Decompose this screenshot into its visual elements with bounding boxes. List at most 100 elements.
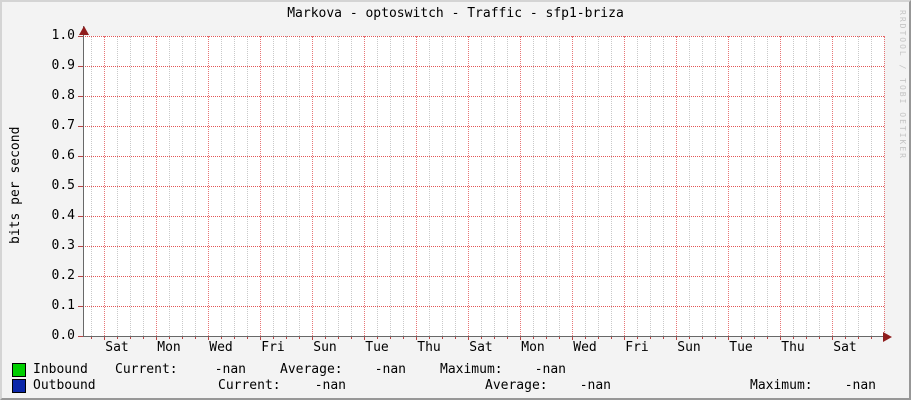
x-axis-minor-tick [507,337,508,339]
x-axis-minor-tick [390,337,391,339]
x-axis-major-tick [468,337,469,340]
y-axis-line [83,26,84,337]
grid-line-h-major [83,36,884,37]
x-axis-minor-tick [533,337,534,339]
y-tick-label: 0.7 [51,118,75,133]
grid-line-v-minor [689,36,690,336]
grid-line-h-major [83,246,884,247]
grid-line-v-major [832,36,833,336]
y-tick-label: 0.1 [51,298,75,313]
x-tick-label: Wed [573,340,597,355]
x-axis-major-tick [728,337,729,340]
grid-line-v-minor [169,36,170,336]
grid-line-v-major [884,36,885,336]
grid-line-v-major [156,36,157,336]
x-axis-minor-tick [338,337,339,339]
x-axis-minor-tick [377,337,378,339]
x-tick-label: Wed [209,340,233,355]
graph-title: Markova - optoswitch - Traffic - sfp1-br… [287,6,624,21]
x-tick-label: Tue [365,340,389,355]
legend-field-label: Current: [218,378,281,393]
x-axis-minor-tick [247,337,248,339]
x-axis-minor-tick [598,337,599,339]
grid-line-v-major [104,36,105,336]
x-tick-label: Sun [313,340,337,355]
grid-line-v-major [572,36,573,336]
x-axis-minor-tick [143,337,144,339]
grid-line-v-minor [611,36,612,336]
x-axis-line [83,336,889,337]
x-axis-major-tick [832,337,833,340]
grid-line-v-minor [637,36,638,336]
x-axis-minor-tick [273,337,274,339]
grid-line-v-minor [325,36,326,336]
x-axis-minor-tick [585,337,586,339]
grid-line-v-major [364,36,365,336]
grid-line-v-minor [351,36,352,336]
x-axis-minor-tick [663,337,664,339]
grid-line-v-minor [273,36,274,336]
legend-label-inbound: Inbound [33,362,88,377]
x-axis-minor-tick [117,337,118,339]
y-axis-tick [78,246,83,247]
y-axis-tick [78,156,83,157]
y-axis-tick [78,36,83,37]
grid-line-v-minor [338,36,339,336]
x-axis-minor-tick [754,337,755,339]
grid-line-v-major [260,36,261,336]
legend-field-value: -nan [374,362,406,377]
grid-line-v-minor [650,36,651,336]
x-axis-minor-tick [442,337,443,339]
x-axis-minor-tick [195,337,196,339]
grid-line-v-minor [845,36,846,336]
x-axis-minor-tick [234,337,235,339]
y-tick-label: 1.0 [51,28,75,43]
grid-line-v-major [728,36,729,336]
grid-line-h-major [83,126,884,127]
grid-line-h-major [83,66,884,67]
y-axis-arrow-icon [79,26,89,35]
grid-line-v-minor [533,36,534,336]
y-axis-tick [78,66,83,67]
legend-field-value: -nan [314,378,346,393]
grid-line-v-minor [663,36,664,336]
grid-line-v-minor [403,36,404,336]
x-axis-minor-tick [871,337,872,339]
grid-line-v-minor [481,36,482,336]
x-tick-label: Thu [417,340,441,355]
grid-line-v-minor [429,36,430,336]
y-tick-label: 0.4 [51,208,75,223]
x-axis-major-tick [312,337,313,340]
x-axis-minor-tick [221,337,222,339]
grid-line-v-minor [182,36,183,336]
x-axis-minor-tick [806,337,807,339]
grid-line-v-minor [442,36,443,336]
outbound-swatch-icon [12,379,26,393]
x-axis-minor-tick [325,337,326,339]
grid-line-h-major [83,186,884,187]
x-axis-minor-tick [455,337,456,339]
grid-line-v-minor [559,36,560,336]
x-axis-major-tick [520,337,521,340]
x-tick-label: Sat [833,340,857,355]
x-axis-major-tick [624,337,625,340]
legend-field-value: -nan [534,362,566,377]
x-axis-minor-tick [819,337,820,339]
x-axis-minor-tick [91,337,92,339]
grid-line-v-minor [871,36,872,336]
grid-line-v-minor [130,36,131,336]
grid-line-v-minor [754,36,755,336]
grid-line-v-major [624,36,625,336]
y-tick-label: 0.8 [51,88,75,103]
grid-line-v-minor [390,36,391,336]
x-axis-minor-tick [130,337,131,339]
grid-line-v-minor [598,36,599,336]
x-axis-minor-tick [637,337,638,339]
legend-field-label: Current: [115,362,178,377]
grid-line-v-major [312,36,313,336]
x-tick-label: Mon [521,340,545,355]
x-axis-minor-tick [481,337,482,339]
grid-line-v-major [416,36,417,336]
grid-line-v-minor [702,36,703,336]
